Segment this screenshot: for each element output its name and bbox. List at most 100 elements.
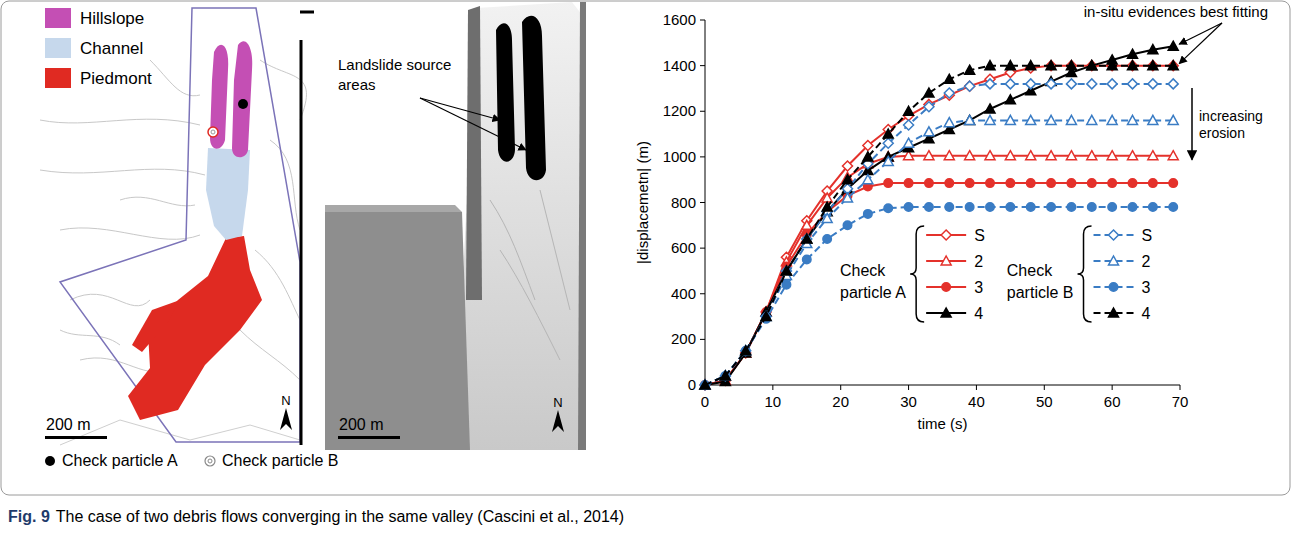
x-tick — [1044, 385, 1045, 390]
legend-brace — [1078, 226, 1092, 322]
data-point — [925, 179, 934, 188]
annotation-line: areas — [338, 76, 376, 93]
data-point — [1026, 179, 1035, 188]
legend-swatch — [45, 8, 71, 28]
scale-label: 200 m — [46, 416, 90, 433]
x-tick — [1180, 385, 1181, 390]
marker-symbol — [45, 456, 55, 466]
terrain-block-top — [325, 205, 462, 212]
data-point — [944, 74, 954, 83]
north-arrow — [280, 408, 292, 430]
data-point — [1006, 179, 1015, 188]
series-line — [705, 84, 1173, 385]
data-point — [1128, 49, 1138, 58]
data-point — [700, 380, 710, 390]
data-point — [700, 380, 710, 389]
data-point — [720, 371, 730, 380]
x-tick — [976, 385, 977, 390]
data-point — [924, 102, 934, 112]
data-point — [1047, 203, 1056, 212]
y-tick-label: 800 — [671, 194, 696, 211]
legend-brace — [910, 226, 924, 322]
contour-line — [150, 60, 200, 96]
x-tick — [840, 385, 841, 390]
data-point — [1149, 179, 1158, 188]
data-point — [1087, 79, 1097, 89]
x-tick-label: 40 — [968, 393, 985, 410]
legend-label: 3 — [974, 279, 983, 296]
hillslope-area — [232, 41, 252, 157]
data-point — [1066, 61, 1076, 70]
data-point — [1005, 95, 1015, 104]
legend-swatch — [45, 68, 71, 88]
data-point — [1107, 61, 1117, 70]
legend-label: S — [974, 227, 985, 244]
caption-text: The case of two debris flows converging … — [56, 508, 624, 525]
legend: Checkparticle AS234Checkparticle BS234 — [840, 226, 1152, 322]
series-line — [705, 156, 1173, 385]
data-point — [803, 255, 812, 264]
data-point — [1026, 61, 1036, 70]
annotation-arrow — [1179, 23, 1222, 64]
data-point — [904, 106, 914, 115]
y-tick — [700, 339, 705, 340]
data-point — [843, 175, 853, 184]
data-point — [1067, 203, 1076, 212]
data-point — [1148, 115, 1158, 124]
data-point — [1088, 179, 1097, 188]
annotation-arrow — [1179, 23, 1222, 44]
series — [700, 61, 1178, 390]
annotation-arrow — [420, 98, 526, 150]
data-point — [985, 61, 995, 70]
source-annotation: Landslide sourceareas — [338, 56, 451, 93]
series-line — [705, 66, 1173, 385]
contour-line — [270, 140, 300, 230]
legend-marker — [1109, 283, 1118, 292]
data-point — [1128, 115, 1138, 124]
data-point — [863, 175, 873, 184]
marker-symbol — [205, 456, 215, 466]
series — [701, 179, 1178, 389]
figure: HillslopeChannelPiedmont200 mNCheck part… — [0, 0, 1292, 537]
legend-label: 2 — [1142, 253, 1151, 270]
series — [700, 41, 1178, 389]
data-point — [884, 204, 893, 213]
north-label: N — [553, 395, 562, 410]
data-point — [1148, 151, 1158, 160]
y-axis-title: |displacemetn| (m) — [634, 141, 651, 264]
annotation: increasingerosion — [1199, 108, 1263, 141]
y-tick — [700, 293, 705, 294]
data-point — [1026, 203, 1035, 212]
data-point — [843, 221, 852, 230]
caption: Fig. 9The case of two debris flows conve… — [8, 508, 624, 525]
data-point — [1107, 79, 1117, 89]
map-edge — [300, 11, 314, 14]
data-point — [1046, 151, 1056, 160]
annotation-line: increasing — [1199, 108, 1263, 124]
terrain-block — [325, 212, 470, 450]
legend-label: 3 — [1142, 279, 1151, 296]
scale-bar — [45, 436, 107, 439]
data-point — [1087, 151, 1097, 160]
data-point — [986, 203, 995, 212]
data-point — [1066, 79, 1076, 89]
data-point — [944, 88, 954, 98]
terrain-ridge — [540, 190, 570, 310]
data-point — [944, 118, 954, 127]
data-point — [1066, 151, 1076, 160]
data-point — [822, 202, 832, 211]
source-area — [522, 16, 546, 180]
data-point — [1169, 203, 1178, 212]
data-point — [1148, 61, 1158, 70]
legend-label: 4 — [1142, 305, 1151, 322]
terrain-side — [578, 2, 586, 450]
data-point — [701, 381, 710, 390]
data-point — [1168, 61, 1178, 70]
data-point — [1005, 79, 1015, 89]
data-point — [741, 346, 751, 356]
legend-group-line: Check — [1007, 262, 1053, 279]
data-point — [1066, 61, 1076, 71]
x-tick — [908, 385, 909, 390]
series-line — [705, 120, 1173, 385]
data-point — [1108, 179, 1117, 188]
